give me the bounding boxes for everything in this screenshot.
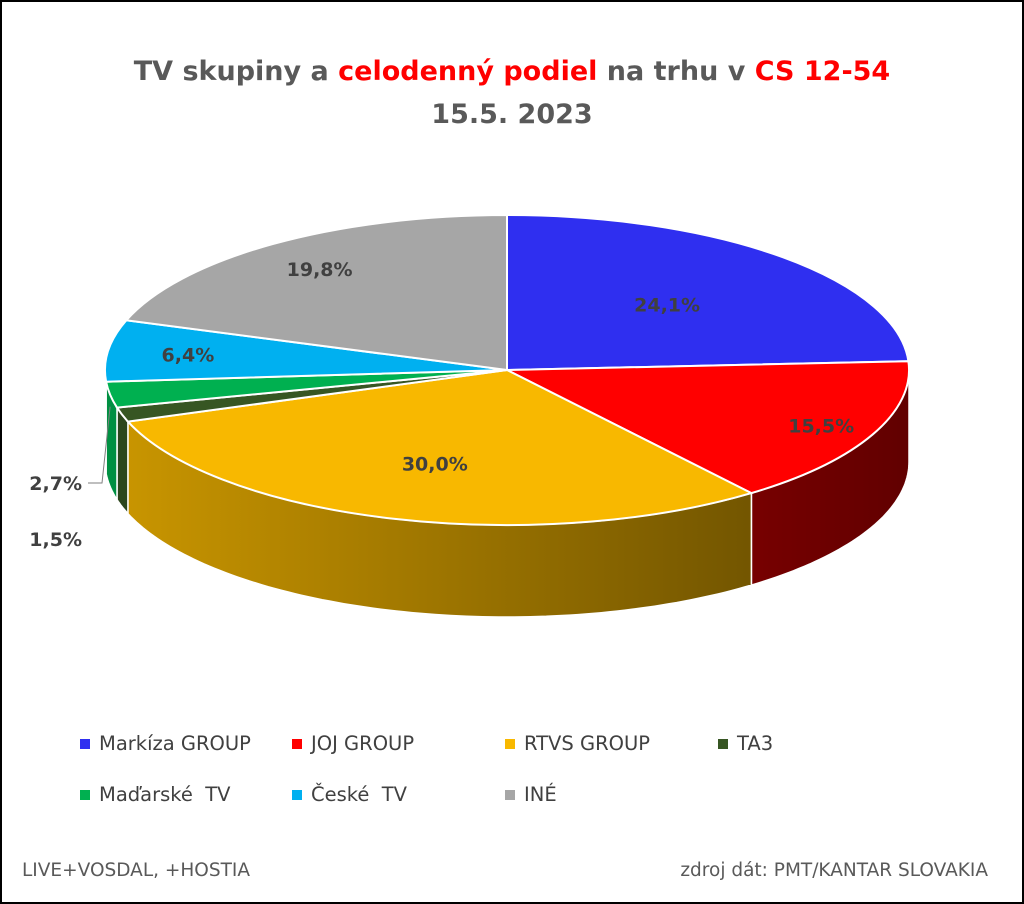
data-label-madarske-tv: 2,7% — [29, 473, 82, 495]
pie-slice-rtvs-group — [125, 368, 755, 527]
data-label-ceske-tv: 6,4% — [162, 345, 215, 367]
pie-side-ta3 — [116, 405, 129, 516]
legend-item-madarske-tv: Maďarské TV — [80, 783, 231, 806]
legend: Markíza GROUP JOJ GROUP RTVS GROUP TA3 Maďar… — [2, 726, 1022, 826]
legend-label: INÉ — [524, 783, 557, 806]
legend-item-ine: INÉ — [505, 783, 557, 806]
legend-item-markiza-group: Markíza GROUP — [80, 732, 251, 755]
legend-swatch — [718, 738, 728, 749]
title-part-1: TV skupiny a — [133, 56, 339, 87]
data-label-ta3: 1,5% — [29, 529, 82, 551]
legend-label: TA3 — [737, 732, 774, 755]
legend-label: Maďarské TV — [99, 783, 231, 806]
legend-swatch — [292, 738, 302, 749]
legend-item-joj-group: JOJ GROUP — [292, 732, 414, 755]
legend-swatch — [292, 789, 302, 800]
title-date: 15.5. 2023 — [431, 99, 593, 130]
data-label-rtvs-group: 30,0% — [402, 454, 468, 476]
data-label-joj-group: 15,5% — [788, 416, 854, 438]
title-highlight-1: celodenný podiel — [338, 56, 598, 87]
data-label-ine: 19,8% — [287, 259, 353, 281]
legend-item-rtvs-group: RTVS GROUP — [505, 732, 650, 755]
footer-note: LIVE+VOSDAL, +HOSTIA — [22, 860, 251, 881]
chart-title: TV skupiny a celodenný podiel na trhu v … — [2, 50, 1022, 136]
legend-label: RTVS GROUP — [524, 732, 650, 755]
legend-item-ceske-tv: České TV — [292, 783, 407, 806]
pie-slice-joj-group — [506, 360, 910, 495]
data-source: zdroj dát: PMT/KANTAR SLOVAKIA — [680, 860, 988, 881]
pie-slice-ceske-tv — [103, 319, 508, 383]
leader-line-madarske-tv — [88, 406, 111, 484]
legend-swatch — [80, 738, 90, 749]
pie-slice-ine — [124, 213, 508, 372]
legend-swatch — [505, 738, 515, 749]
title-part-3: na trhu v — [597, 56, 755, 87]
legend-swatch — [505, 789, 515, 800]
pie-side-ceske-tv — [104, 370, 107, 474]
legend-swatch — [80, 789, 90, 800]
data-label-markiza-group: 24,1% — [634, 295, 700, 317]
legend-item-ta3: TA3 — [718, 732, 773, 755]
title-line-1: TV skupiny a celodenný podiel na trhu v … — [2, 50, 1022, 93]
pie-slice-markiza-group — [506, 213, 910, 372]
legend-label: Markíza GROUP — [99, 732, 251, 755]
legend-label: JOJ GROUP — [311, 732, 415, 755]
title-highlight-2: CS 12-54 — [754, 56, 891, 87]
legend-label: České TV — [311, 783, 408, 806]
